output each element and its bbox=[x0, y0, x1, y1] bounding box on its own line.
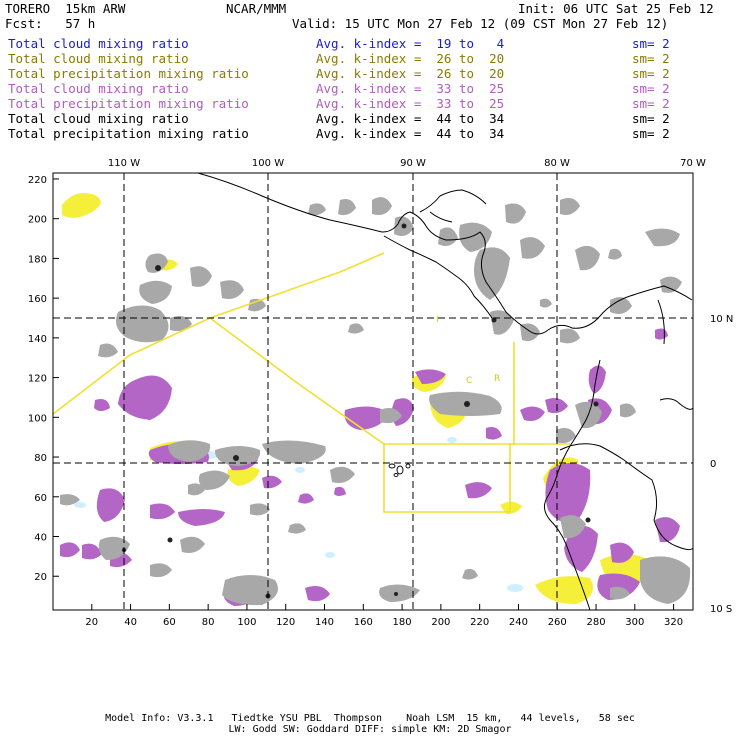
legend-sm: sm= 2 bbox=[632, 36, 670, 51]
model-title: TORERO 15km ARW bbox=[5, 1, 126, 16]
x-tick-label: 40 bbox=[124, 617, 137, 628]
y-tick-label: 60 bbox=[34, 493, 47, 504]
forecast-hour: Fcst: 57 h bbox=[5, 16, 96, 31]
map-annotations: I C R bbox=[436, 315, 500, 386]
x-tick-label: 120 bbox=[276, 617, 295, 628]
y-tick-label: 160 bbox=[28, 294, 47, 305]
valid-time: Valid: 15 UTC Mon 27 Feb 12 (09 CST Mon … bbox=[292, 16, 669, 31]
longitude-label: 80 W bbox=[544, 158, 570, 169]
latlon-grid bbox=[53, 173, 693, 610]
galapagos-islands bbox=[388, 463, 411, 477]
x-axis-ticks: 20 40 60 80 100 120 140 160 180 200 220 240 260 280 30… bbox=[85, 604, 683, 628]
y-tick-label: 40 bbox=[34, 533, 47, 544]
center-title: NCAR/MMM bbox=[226, 1, 287, 16]
legend-kindex: Avg. k-index = 33 to 25 bbox=[316, 96, 505, 111]
x-tick-label: 100 bbox=[237, 617, 256, 628]
gray-cloud-areas bbox=[60, 197, 691, 606]
light-blue-patches bbox=[74, 437, 523, 592]
map-frame bbox=[52, 172, 694, 611]
legend-field: Total cloud mixing ratio bbox=[8, 111, 189, 126]
legend-field: Total precipitation mixing ratio bbox=[8, 96, 249, 111]
y-tick-label: 100 bbox=[28, 413, 47, 424]
legend-field: Total precipitation mixing ratio bbox=[8, 126, 249, 141]
longitude-labels: 110 W 100 W 90 W 80 W 70 W bbox=[108, 158, 706, 169]
longitude-label: 100 W bbox=[252, 158, 284, 169]
y-tick-label: 20 bbox=[34, 572, 47, 583]
annotation-letter: R bbox=[494, 374, 500, 384]
x-tick-label: 160 bbox=[354, 617, 373, 628]
legend-kindex: Avg. k-index = 44 to 34 bbox=[316, 126, 505, 141]
y-tick-label: 80 bbox=[34, 453, 47, 464]
legend-sm: sm= 2 bbox=[632, 66, 670, 81]
latitude-labels: 10 N 0 10 S bbox=[710, 314, 733, 615]
y-tick-label: 140 bbox=[28, 334, 47, 345]
legend-field: Total cloud mixing ratio bbox=[8, 36, 189, 51]
x-tick-label: 180 bbox=[393, 617, 412, 628]
legend-kindex: Avg. k-index = 26 to 20 bbox=[316, 51, 505, 66]
dark-cores bbox=[122, 223, 599, 599]
y-axis-ticks: 220 200 180 160 140 120 100 80 60 40 20 bbox=[28, 175, 59, 583]
legend-sm: sm= 2 bbox=[632, 111, 670, 126]
x-tick-label: 260 bbox=[548, 617, 567, 628]
model-info-line1: Model Info: V3.3.1 Tiedtke YSU PBL Thomp… bbox=[105, 713, 635, 724]
y-tick-label: 120 bbox=[28, 374, 47, 385]
latitude-label: 10 N bbox=[710, 314, 733, 325]
x-tick-label: 80 bbox=[202, 617, 215, 628]
longitude-label: 70 W bbox=[680, 158, 706, 169]
y-tick-label: 200 bbox=[28, 215, 47, 226]
latitude-label: 0 bbox=[710, 459, 716, 470]
legend-field: Total cloud mixing ratio bbox=[8, 81, 189, 96]
legend-field: Total precipitation mixing ratio bbox=[8, 66, 249, 81]
legend-kindex: Avg. k-index = 26 to 20 bbox=[316, 66, 505, 81]
x-tick-label: 140 bbox=[315, 617, 334, 628]
x-tick-label: 20 bbox=[85, 617, 98, 628]
x-tick-label: 280 bbox=[586, 617, 605, 628]
init-time: Init: 06 UTC Sat 25 Feb 12 bbox=[518, 1, 714, 16]
y-tick-label: 220 bbox=[28, 175, 47, 186]
legend-kindex: Avg. k-index = 19 to 4 bbox=[316, 36, 505, 51]
longitude-label: 90 W bbox=[400, 158, 426, 169]
latitude-label: 10 S bbox=[710, 604, 732, 615]
legend-sm: sm= 2 bbox=[632, 51, 670, 66]
y-tick-label: 180 bbox=[28, 254, 47, 265]
model-info-line2: LW: Godd SW: Goddard DIFF: simple KM: 2D… bbox=[228, 724, 512, 735]
annotation-letter: I bbox=[436, 315, 439, 325]
legend-field: Total cloud mixing ratio bbox=[8, 51, 189, 66]
legend-sm: sm= 2 bbox=[632, 126, 670, 141]
x-tick-label: 300 bbox=[625, 617, 644, 628]
x-tick-label: 200 bbox=[431, 617, 450, 628]
x-tick-label: 220 bbox=[470, 617, 489, 628]
annotation-letter: C bbox=[466, 376, 472, 386]
x-tick-label: 320 bbox=[664, 617, 683, 628]
legend-kindex: Avg. k-index = 44 to 34 bbox=[316, 111, 505, 126]
longitude-label: 110 W bbox=[108, 158, 140, 169]
x-tick-label: 240 bbox=[509, 617, 528, 628]
x-tick-label: 60 bbox=[163, 617, 176, 628]
legend-sm: sm= 2 bbox=[632, 81, 670, 96]
legend-sm: sm= 2 bbox=[632, 96, 670, 111]
legend-kindex: Avg. k-index = 33 to 25 bbox=[316, 81, 505, 96]
coastlines bbox=[197, 173, 693, 610]
